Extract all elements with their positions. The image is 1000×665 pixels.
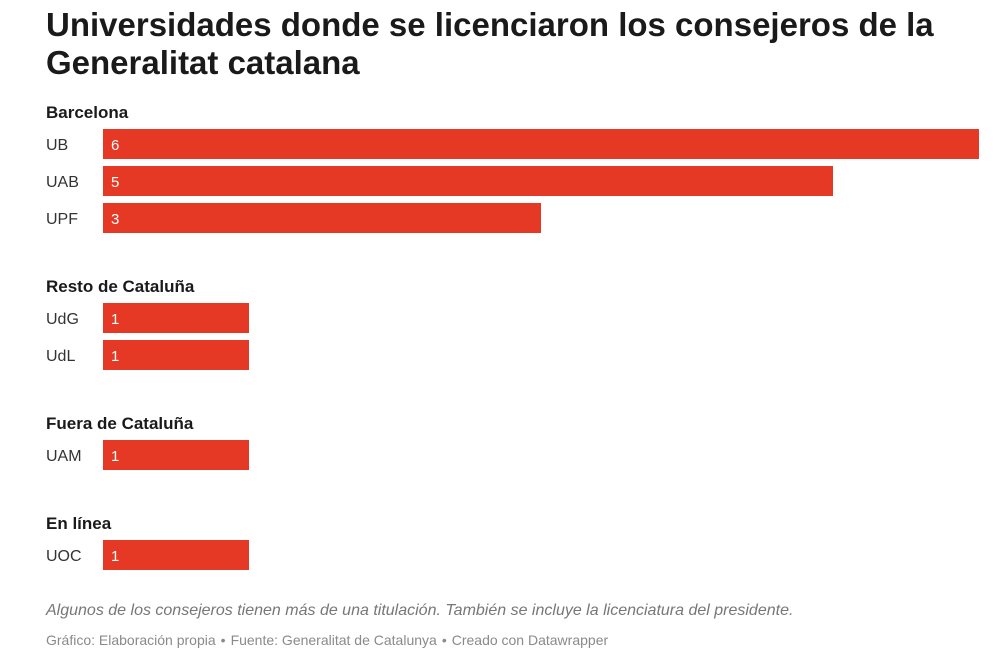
value-label: 6 <box>111 137 119 154</box>
credit-source: Fuente: Generalitat de Catalunya <box>230 632 437 648</box>
category-label: UB <box>46 137 68 154</box>
bar <box>103 129 979 159</box>
bar <box>103 540 249 570</box>
group-header: Fuera de Cataluña <box>46 414 194 433</box>
bar <box>103 340 249 370</box>
category-label: UOC <box>46 548 82 565</box>
chart-title: Universidades donde se licenciaron los c… <box>46 6 934 81</box>
bar <box>103 303 249 333</box>
credit-graphic: Gráfico: Elaboración propia <box>46 632 216 648</box>
value-label: 3 <box>111 211 119 228</box>
group-header: En línea <box>46 514 112 533</box>
value-label: 1 <box>111 448 119 465</box>
value-label: 5 <box>111 174 119 191</box>
value-label: 1 <box>111 348 119 365</box>
credit-separator: • <box>441 632 447 648</box>
category-label: UAM <box>46 448 82 465</box>
chart-note: Algunos de los consejeros tienen más de … <box>46 602 794 619</box>
group-header: Resto de Cataluña <box>46 277 195 296</box>
chart-credits: Gráfico: Elaboración propia • Fuente: Gene… <box>46 632 608 648</box>
group-header: Barcelona <box>46 103 129 122</box>
bar <box>103 203 541 233</box>
bar <box>103 166 833 196</box>
category-label: UPF <box>46 211 78 228</box>
value-label: 1 <box>111 311 119 328</box>
category-label: UdL <box>46 348 75 365</box>
category-label: UAB <box>46 174 79 191</box>
bar <box>103 440 249 470</box>
bar-chart: Barcelona UB 6 UAB 5 UPF 3 Resto de Cataluña UdG… <box>46 103 979 570</box>
credit-separator: • <box>220 632 226 648</box>
credit-datawrapper-link[interactable]: Creado con Datawrapper <box>451 632 609 648</box>
category-label: UdG <box>46 311 79 328</box>
value-label: 1 <box>111 548 119 565</box>
